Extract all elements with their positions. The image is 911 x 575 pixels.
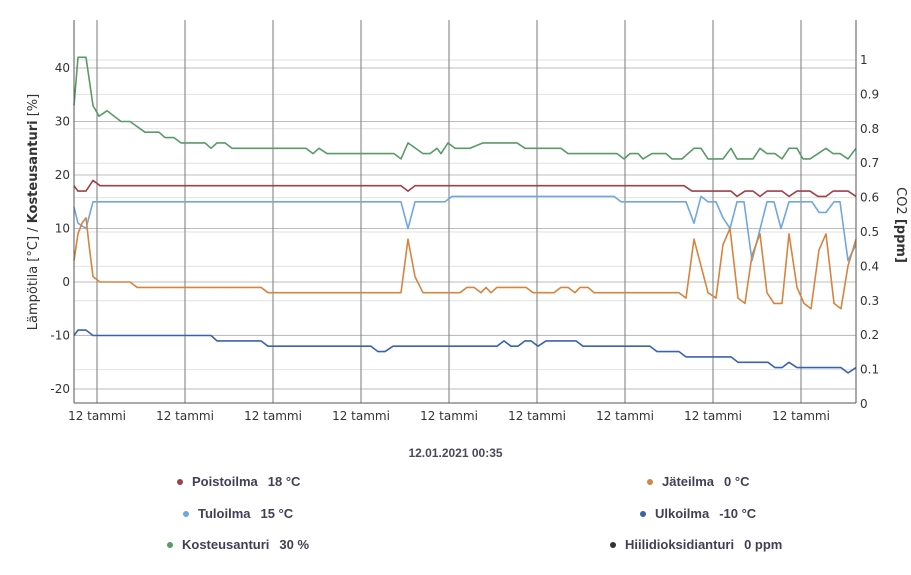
svg-text:12 tammi: 12 tammi xyxy=(244,409,302,423)
series-line-tuloilma xyxy=(73,195,857,262)
legend-item-kosteusanturi[interactable]: Kosteusanturi 30 % xyxy=(167,537,309,552)
legend-dot-icon xyxy=(167,541,173,548)
legend-label: Tuloilma xyxy=(198,506,251,521)
svg-text:12 tammi: 12 tammi xyxy=(596,409,654,423)
legend-item-jateilma[interactable]: Jäteilma 0 °C xyxy=(647,474,749,489)
left-axis-title: Lämpötila [°C] / Kosteusanturi [%] xyxy=(26,94,41,330)
legend-value: 30 % xyxy=(279,537,310,552)
legend-dot-icon xyxy=(610,541,616,548)
series-lines xyxy=(73,56,857,374)
line-chart: 40 30 20 10 0 -10 -20 1 0.9 0.8 0.7 0.6 0.5 0.4 0.3 0.… xyxy=(26,20,908,423)
legend-label: Ulkoilma xyxy=(655,506,710,521)
legend-value: 18 °C xyxy=(267,474,301,489)
svg-text:0.6: 0.6 xyxy=(860,191,879,205)
legend-value: 0 ppm xyxy=(744,537,783,552)
svg-text:20: 20 xyxy=(55,168,70,182)
svg-text:0.1: 0.1 xyxy=(860,363,879,377)
svg-text:0: 0 xyxy=(860,397,868,411)
svg-text:0.9: 0.9 xyxy=(860,87,879,101)
legend-dot-icon xyxy=(640,510,646,517)
series-line-jäteilma xyxy=(73,217,857,310)
svg-text:10: 10 xyxy=(55,222,70,236)
legend-label: Hiilidioksidianturi xyxy=(625,537,735,552)
right-axis-title: CO2 [ppm] xyxy=(893,187,908,263)
legend-item-ulkoilma[interactable]: Ulkoilma -10 °C xyxy=(640,506,756,521)
svg-text:0.3: 0.3 xyxy=(860,294,879,308)
svg-text:12 tammi: 12 tammi xyxy=(68,409,126,423)
legend-item-poistoilma[interactable]: Poistoilma 18 °C xyxy=(177,474,300,489)
legend-timestamp: 12.01.2021 00:35 xyxy=(408,446,503,460)
right-axis-tick-labels: 1 0.9 0.8 0.7 0.6 0.5 0.4 0.3 0.2 0.1 0 xyxy=(860,53,879,411)
svg-text:0.2: 0.2 xyxy=(860,328,879,342)
svg-text:0.8: 0.8 xyxy=(860,122,879,136)
legend-label: Poistoilma xyxy=(192,474,258,489)
x-axis-tick-labels: 12 tammi 12 tammi 12 tammi 12 tammi 12 tammi… xyxy=(68,409,830,423)
series-line-poistoilma xyxy=(73,179,857,198)
vertical-gridlines xyxy=(96,20,802,403)
minor-gridlines xyxy=(74,59,856,371)
legend-value: 15 °C xyxy=(260,506,294,521)
legend-item-hiilidioksidianturi[interactable]: Hiilidioksidianturi 0 ppm xyxy=(610,537,782,552)
svg-text:-10: -10 xyxy=(50,329,70,343)
legend-item-tuloilma[interactable]: Tuloilma 15 °C xyxy=(183,506,293,521)
legend-dot-icon xyxy=(183,510,189,517)
left-axis-gridlines xyxy=(74,67,856,390)
series-line-ulkoilma xyxy=(73,329,857,374)
svg-text:40: 40 xyxy=(55,61,70,75)
svg-text:0.7: 0.7 xyxy=(860,156,879,170)
svg-text:0: 0 xyxy=(62,275,70,289)
legend-label: Kosteusanturi xyxy=(182,537,270,552)
svg-text:30: 30 xyxy=(55,115,70,129)
svg-text:12 tammi: 12 tammi xyxy=(508,409,566,423)
svg-text:12 tammi: 12 tammi xyxy=(420,409,478,423)
svg-text:12 tammi: 12 tammi xyxy=(332,409,390,423)
svg-text:-20: -20 xyxy=(50,382,70,396)
svg-text:12 tammi: 12 tammi xyxy=(772,409,830,423)
svg-text:0.5: 0.5 xyxy=(860,225,879,239)
svg-text:12 tammi: 12 tammi xyxy=(156,409,214,423)
legend-value: 0 °C xyxy=(724,474,750,489)
series-line-kosteusanturi xyxy=(73,56,857,160)
legend-dot-icon xyxy=(647,478,653,485)
svg-text:0.4: 0.4 xyxy=(860,259,879,273)
svg-text:12 tammi: 12 tammi xyxy=(684,409,742,423)
svg-text:1: 1 xyxy=(860,53,868,67)
legend-label: Jäteilma xyxy=(662,474,715,489)
legend-value: -10 °C xyxy=(719,506,757,521)
left-axis-tick-labels: 40 30 20 10 0 -10 -20 xyxy=(50,61,70,396)
legend-dot-icon xyxy=(177,478,183,485)
